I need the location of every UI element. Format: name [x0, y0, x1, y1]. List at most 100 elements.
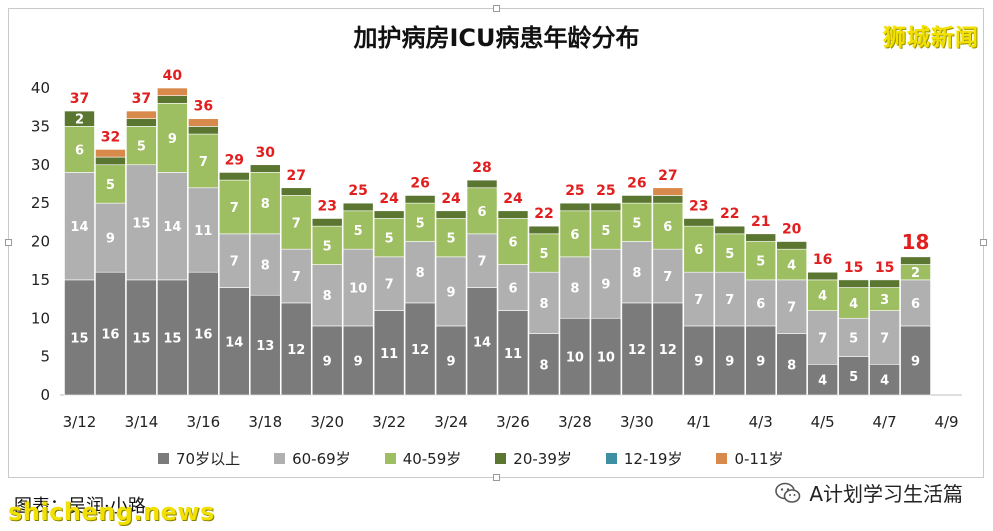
segment-value-label: 7: [880, 331, 889, 346]
bar-segment: [714, 325, 746, 396]
x-tick-label: 4/9: [934, 413, 958, 431]
total-value-label: 26: [627, 175, 646, 191]
legend-item: 40-59岁: [384, 448, 461, 469]
bar-segment: [342, 202, 374, 212]
segment-value-label: 8: [539, 297, 548, 312]
segment-value-label: 10: [597, 351, 615, 366]
segment-value-label: 10: [349, 282, 367, 297]
segment-value-label: 3: [880, 293, 889, 308]
legend-label: 60-69岁: [292, 450, 351, 468]
segment-value-label: 11: [504, 347, 522, 362]
x-tick-label: 3/26: [496, 413, 530, 431]
segment-value-label: 8: [261, 197, 270, 212]
bar-segment: [497, 218, 529, 265]
bar-segment: [714, 225, 746, 235]
bar-segment: [528, 225, 560, 235]
bar-segment: [280, 248, 312, 304]
segment-value-label: 9: [447, 354, 456, 369]
bar-segment: [497, 264, 529, 311]
total-value-label: 20: [782, 222, 802, 238]
segment-value-label: 8: [570, 282, 579, 297]
segment-value-label: 9: [354, 354, 363, 369]
segment-value-label: 5: [385, 232, 394, 247]
legend-item: 0-11岁: [716, 448, 784, 469]
resize-handle-left[interactable]: [5, 239, 12, 246]
segment-value-label: 8: [323, 289, 332, 304]
segment-value-label: 9: [694, 354, 703, 369]
segment-value-label: 7: [199, 155, 208, 170]
bar-segment: [373, 310, 405, 396]
legend-label: 70岁以上: [176, 450, 241, 468]
bar-segment: [311, 218, 343, 227]
bar-segment: [126, 110, 157, 120]
total-value-label: 22: [720, 206, 739, 222]
bar-segment: [64, 110, 95, 127]
bar-segment: [219, 172, 250, 181]
segment-value-label: 12: [628, 343, 646, 358]
account-name: A计划学习生活篇: [809, 482, 963, 506]
total-value-label: 24: [379, 191, 399, 207]
total-value-label: 21: [751, 214, 770, 230]
segment-value-label: 16: [101, 328, 119, 343]
segment-value-label: 6: [756, 297, 765, 312]
bar-segment: [64, 126, 95, 173]
bar-segment: [249, 172, 281, 235]
segment-value-label: 8: [261, 259, 270, 274]
bar-segment: [188, 133, 219, 189]
bar-segment: [95, 271, 126, 396]
segment-value-label: 7: [818, 331, 827, 346]
bar-segment: [745, 241, 777, 281]
segment-value-label: 4: [818, 374, 827, 389]
segment-value-label: 7: [292, 270, 301, 285]
chart-caption: 图表：吴润·小路: [14, 496, 146, 517]
legend-swatch: [495, 453, 507, 464]
segment-value-label: 7: [725, 293, 734, 308]
segment-value-label: 7: [230, 255, 239, 270]
bar-segment: [435, 256, 467, 327]
bar-segment: [714, 233, 746, 273]
x-tick-label: 3/14: [125, 413, 159, 431]
segment-value-label: 15: [132, 331, 150, 346]
bar-segment: [373, 256, 405, 311]
account-attribution: A计划学习生活篇: [775, 478, 963, 507]
segment-value-label: 15: [163, 331, 181, 346]
bar-segment: [900, 279, 931, 327]
segment-value-label: 12: [411, 343, 429, 358]
bar-segment: [776, 333, 807, 396]
total-value-label: 40: [163, 68, 183, 84]
bar-segment: [435, 325, 467, 396]
segment-value-label: 6: [663, 220, 672, 235]
bar-segment: [188, 118, 219, 127]
segment-value-label: 6: [75, 143, 84, 158]
resize-handle-top[interactable]: [493, 5, 500, 12]
bar-segment: [621, 202, 653, 242]
y-tick-label: 30: [31, 156, 50, 174]
bar-segment: [559, 256, 591, 319]
bar-segment: [95, 149, 126, 158]
x-tick-label: 3/28: [558, 413, 592, 431]
segment-value-label: 7: [694, 293, 703, 308]
total-value-label: 32: [101, 129, 120, 145]
total-value-label: 24: [503, 191, 523, 207]
bar-segment: [64, 172, 95, 281]
segment-value-label: 7: [663, 270, 672, 285]
bar-segment: [188, 187, 219, 273]
total-value-label: 16: [813, 252, 832, 268]
segment-value-label: 5: [756, 255, 765, 270]
bar-segment: [404, 202, 436, 242]
bar-segment: [126, 164, 157, 281]
resize-handle-bottom[interactable]: [493, 474, 500, 481]
bar-segment: [311, 264, 343, 327]
segment-value-label: 9: [323, 354, 332, 369]
bar-segment: [745, 233, 777, 242]
segment-value-label: 2: [75, 113, 84, 128]
segment-value-label: 14: [473, 335, 491, 350]
total-value-label: 37: [70, 91, 89, 107]
bar-segment: [435, 218, 467, 258]
x-tick-label: 3/22: [372, 413, 406, 431]
bar-segment: [342, 248, 374, 327]
x-tick-label: 3/18: [248, 413, 282, 431]
segment-value-label: 12: [659, 343, 677, 358]
resize-handle-right[interactable]: [980, 239, 987, 246]
bar-segment: [311, 325, 343, 396]
